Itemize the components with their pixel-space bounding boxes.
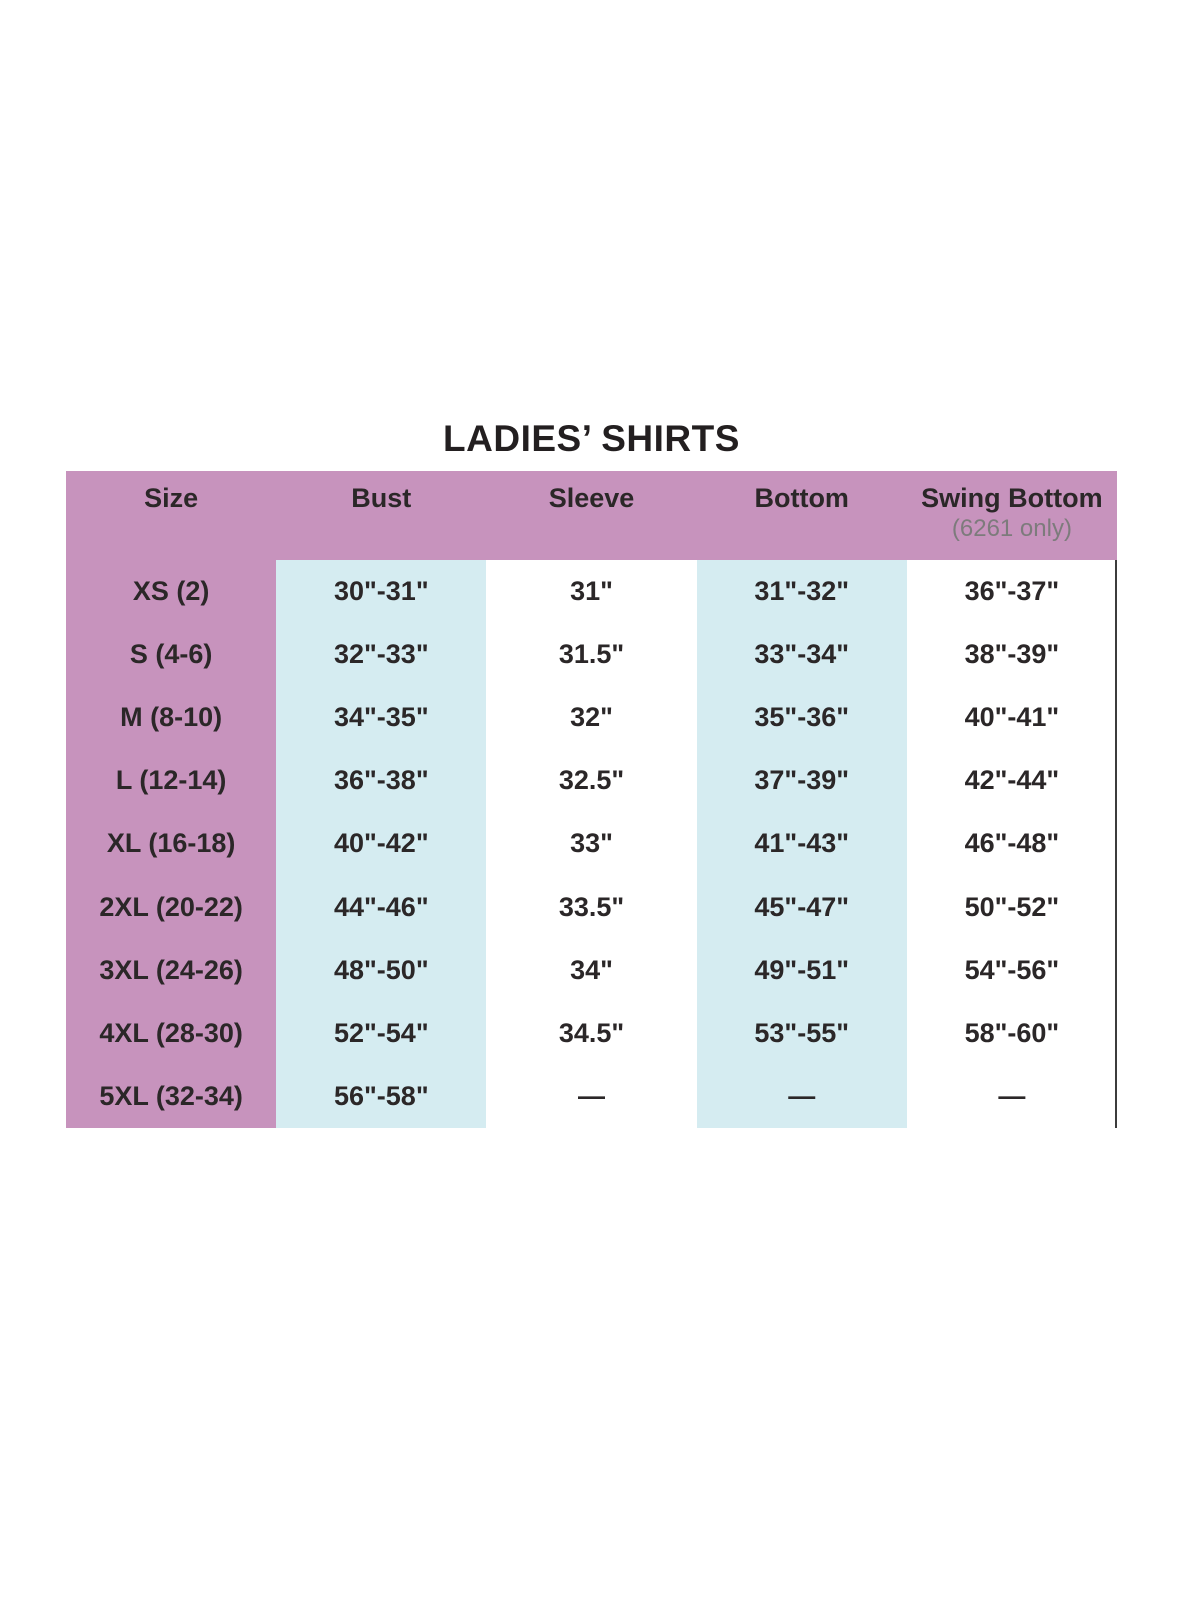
size-label-cell: M (8-10): [66, 686, 277, 750]
column-header-label: Size: [144, 483, 199, 513]
column-header-bottom: Bottom: [697, 471, 907, 560]
measurement-cell: 56"-58": [276, 1064, 487, 1128]
column-header-bust: Bust: [276, 471, 486, 560]
size-label-cell: 5XL (32-34): [66, 1064, 277, 1128]
table-row: 5XL (32-34) 56"-58" — — —: [66, 1064, 1118, 1128]
table-body: XS (2) 30"-31" 31" 31"-32" 36"-37" S (4-6) 32…: [66, 560, 1118, 1128]
chart-title: LADIES’ SHIRTS: [443, 418, 740, 459]
measurement-cell: 44"-46": [276, 875, 487, 939]
column-header-label: Bottom: [754, 483, 849, 513]
measurement-cell: 40"-41": [906, 686, 1118, 750]
measurement-cell: 42"-44": [906, 749, 1118, 813]
column-header-swing-bottom: Swing Bottom (6261 only): [907, 471, 1117, 560]
measurement-cell: 38"-39": [906, 623, 1118, 687]
measurement-cell: 34.5": [486, 1001, 697, 1065]
measurement-cell: —: [696, 1064, 907, 1128]
measurement-cell: 33": [486, 812, 697, 876]
table-row: XS (2) 30"-31" 31" 31"-32" 36"-37": [66, 560, 1118, 624]
measurement-cell: 37"-39": [696, 749, 907, 813]
measurement-cell: 54"-56": [906, 938, 1118, 1002]
table-row: 3XL (24-26) 48"-50" 34" 49"-51" 54"-56": [66, 938, 1118, 1002]
table-row: 4XL (28-30) 52"-54" 34.5" 53"-55" 58"-60": [66, 1001, 1118, 1065]
measurement-cell: 40"-42": [276, 812, 487, 876]
size-label-cell: L (12-14): [66, 749, 277, 813]
column-header-sublabel: (6261 only): [951, 514, 1072, 542]
measurement-cell: —: [906, 1064, 1118, 1128]
measurement-cell: 30"-31": [276, 560, 487, 624]
measurement-cell: 34"-35": [276, 686, 487, 750]
table-row: 2XL (20-22) 44"-46" 33.5" 45"-47" 50"-52": [66, 875, 1118, 939]
column-header-label: Bust: [351, 483, 412, 513]
table-right-border-line: [1115, 560, 1117, 1128]
measurement-cell: 45"-47": [696, 875, 907, 939]
measurement-cell: 36"-37": [906, 560, 1118, 624]
table-header-row: Size Bust Sleeve Bottom Swing Bottom (62…: [66, 471, 1117, 560]
measurement-cell: 33.5": [486, 875, 697, 939]
measurement-cell: 53"-55": [696, 1001, 907, 1065]
column-header-label: Swing Bottom: [921, 483, 1103, 513]
measurement-cell: 32": [486, 686, 697, 750]
measurement-cell: 58"-60": [906, 1001, 1118, 1065]
table-row: M (8-10) 34"-35" 32" 35"-36" 40"-41": [66, 686, 1118, 750]
measurement-cell: 46"-48": [906, 812, 1118, 876]
size-label-cell: S (4-6): [66, 623, 277, 687]
measurement-cell: 31": [486, 560, 697, 624]
size-label-cell: 2XL (20-22): [66, 875, 277, 939]
measurement-cell: 31.5": [486, 623, 697, 687]
measurement-cell: 48"-50": [276, 938, 487, 1002]
size-label-cell: XL (16-18): [66, 812, 277, 876]
size-label-cell: 4XL (28-30): [66, 1001, 277, 1065]
table-row: XL (16-18) 40"-42" 33" 41"-43" 46"-48": [66, 812, 1118, 876]
table-row: L (12-14) 36"-38" 32.5" 37"-39" 42"-44": [66, 749, 1118, 813]
column-header-sleeve: Sleeve: [486, 471, 696, 560]
measurement-cell: 35"-36": [696, 686, 907, 750]
column-header-label: Sleeve: [548, 483, 635, 513]
measurement-cell: 32.5": [486, 749, 697, 813]
table-row: S (4-6) 32"-33" 31.5" 33"-34" 38"-39": [66, 623, 1118, 687]
measurement-cell: 49"-51": [696, 938, 907, 1002]
measurement-cell: 33"-34": [696, 623, 907, 687]
measurement-cell: 52"-54": [276, 1001, 487, 1065]
measurement-cell: 36"-38": [276, 749, 487, 813]
measurement-cell: 34": [486, 938, 697, 1002]
measurement-cell: 31"-32": [696, 560, 907, 624]
size-label-cell: XS (2): [66, 560, 277, 624]
measurement-cell: 32"-33": [276, 623, 487, 687]
size-chart-table: Size Bust Sleeve Bottom Swing Bottom (62…: [66, 471, 1118, 1128]
measurement-cell: 50"-52": [906, 875, 1118, 939]
column-header-size: Size: [66, 471, 276, 560]
measurement-cell: 41"-43": [696, 812, 907, 876]
size-label-cell: 3XL (24-26): [66, 938, 277, 1002]
measurement-cell: —: [486, 1064, 697, 1128]
